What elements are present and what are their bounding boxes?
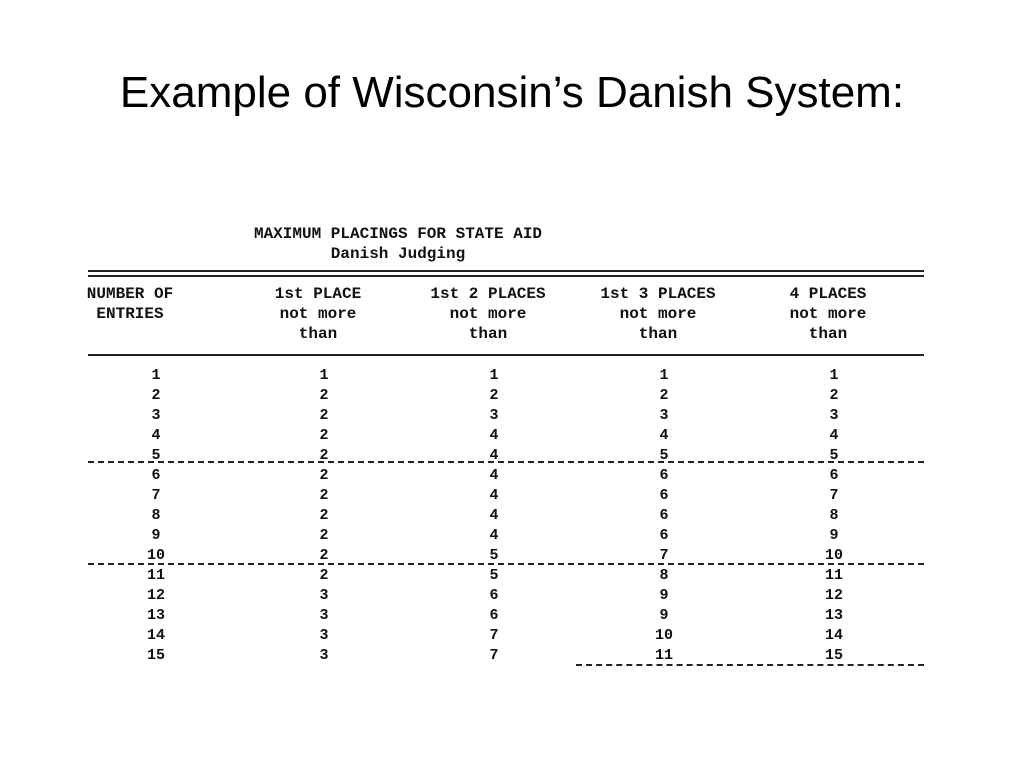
table-cell: 4 — [489, 467, 499, 484]
dashed-divider — [88, 563, 924, 565]
table-cell: 1 — [319, 367, 329, 384]
table-cell: 4 — [659, 427, 669, 444]
scanned-table: MAXIMUM PLACINGS FOR STATE AID Danish Ju… — [87, 220, 928, 670]
table-cell: 3 — [319, 627, 329, 644]
table-cell: 6 — [659, 507, 669, 524]
table-cell: 9 — [659, 607, 669, 624]
table-cell: 6 — [151, 467, 161, 484]
table-cell: 2 — [319, 507, 329, 524]
table-cell: 5 — [151, 447, 161, 464]
table-cell: 5 — [489, 567, 499, 584]
table-cell: 3 — [319, 587, 329, 604]
table-cell: 9 — [659, 587, 669, 604]
table-cell: 2 — [151, 387, 161, 404]
top-rule-second — [88, 275, 924, 277]
table-cell: 1 — [489, 367, 499, 384]
table-cell: 4 — [489, 487, 499, 504]
table-cell: 10 — [824, 547, 843, 564]
table-cell: 4 — [489, 447, 499, 464]
table-cell: 3 — [151, 407, 161, 424]
table-title: MAXIMUM PLACINGS FOR STATE AID Danish Ju… — [88, 224, 708, 264]
column-header: 4 PLACES not more than — [789, 285, 867, 343]
top-rule — [88, 270, 924, 272]
table-cell: 8 — [151, 507, 161, 524]
table-cell: 3 — [319, 607, 329, 624]
table-cell: 9 — [151, 527, 161, 544]
table-cell: 7 — [151, 487, 161, 504]
table-cell: 5 — [489, 547, 499, 564]
table-cell: 9 — [829, 527, 839, 544]
table-cell: 2 — [319, 567, 329, 584]
table-cell: 2 — [319, 547, 329, 564]
table-cell: 15 — [146, 647, 165, 664]
slide-title: Example of Wisconsin’s Danish System: — [119, 68, 905, 117]
column-header: 1st 2 PLACES not more than — [430, 285, 546, 343]
table-cell: 2 — [319, 467, 329, 484]
table-cell: 6 — [659, 487, 669, 504]
column-header: NUMBER OF ENTRIES — [86, 285, 174, 323]
table-cell: 12 — [824, 587, 843, 604]
table-cell: 6 — [829, 467, 839, 484]
table-cell: 2 — [319, 387, 329, 404]
table-cell: 14 — [146, 627, 165, 644]
table-cell: 6 — [489, 607, 499, 624]
dashed-divider — [576, 664, 924, 666]
table-cell: 1 — [829, 367, 839, 384]
table-cell: 8 — [659, 567, 669, 584]
table-cell: 4 — [151, 427, 161, 444]
table-cell: 1 — [659, 367, 669, 384]
table-cell: 1 — [151, 367, 161, 384]
table-cell: 12 — [146, 587, 165, 604]
dashed-divider — [88, 461, 924, 463]
table-cell: 10 — [146, 547, 165, 564]
table-cell: 5 — [829, 447, 839, 464]
table-cell: 3 — [489, 407, 499, 424]
table-cell: 7 — [489, 647, 499, 664]
table-cell: 7 — [829, 487, 839, 504]
table-cell: 4 — [489, 427, 499, 444]
table-cell: 4 — [489, 507, 499, 524]
table-cell: 3 — [659, 407, 669, 424]
table-cell: 7 — [659, 547, 669, 564]
table-cell: 2 — [319, 407, 329, 424]
header-rule — [88, 354, 924, 356]
table-cell: 11 — [824, 567, 843, 584]
table-cell: 6 — [489, 587, 499, 604]
column-header: 1st 3 PLACES not more than — [600, 285, 716, 343]
column-header: 1st PLACE not more than — [274, 285, 362, 343]
table-cell: 8 — [829, 507, 839, 524]
table-cell: 5 — [659, 447, 669, 464]
table-cell: 2 — [319, 527, 329, 544]
table-cell: 2 — [659, 387, 669, 404]
table-cell: 2 — [829, 387, 839, 404]
table-cell: 2 — [319, 427, 329, 444]
table-cell: 13 — [824, 607, 843, 624]
table-cell: 14 — [824, 627, 843, 644]
table-title-line1: MAXIMUM PLACINGS FOR STATE AID — [253, 225, 543, 243]
table-cell: 7 — [489, 627, 499, 644]
table-cell: 4 — [829, 427, 839, 444]
table-title-line2: Danish Judging — [330, 245, 466, 263]
table-cell: 15 — [824, 647, 843, 664]
table-cell: 4 — [489, 527, 499, 544]
table-cell: 11 — [654, 647, 673, 664]
table-cell: 10 — [654, 627, 673, 644]
table-cell: 13 — [146, 607, 165, 624]
table-cell: 2 — [319, 447, 329, 464]
table-cell: 6 — [659, 527, 669, 544]
table-cell: 2 — [319, 487, 329, 504]
table-cell: 6 — [659, 467, 669, 484]
table-cell: 2 — [489, 387, 499, 404]
table-cell: 3 — [829, 407, 839, 424]
table-cell: 3 — [319, 647, 329, 664]
table-cell: 11 — [146, 567, 165, 584]
